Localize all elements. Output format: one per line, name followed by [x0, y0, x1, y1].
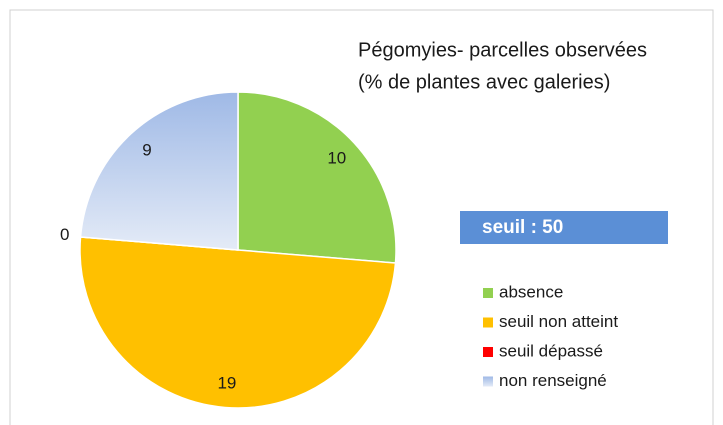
- pie-slice: [237, 91, 397, 264]
- legend-label: seuil non atteint: [499, 312, 618, 331]
- data-label: 10: [327, 149, 346, 168]
- chart-title: Pégomyies- parcelles observées: [358, 39, 647, 61]
- data-label: 0: [60, 225, 69, 244]
- data-label: 19: [217, 373, 236, 392]
- legend-swatch: [483, 317, 493, 328]
- legend-swatch: [483, 376, 493, 387]
- threshold-box: [460, 211, 668, 244]
- legend-swatch: [483, 288, 493, 298]
- legend-swatch: [483, 347, 493, 357]
- pie-slice: [79, 236, 397, 409]
- legend-label: absence: [499, 282, 563, 301]
- legend-label: seuil dépassé: [499, 341, 603, 360]
- legend-label: non renseigné: [499, 371, 607, 390]
- frame: [9, 9, 714, 425]
- chart-subtitle: (% de plantes avec galeries): [358, 71, 610, 93]
- threshold-label: seuil : 50: [482, 217, 563, 238]
- pie-slice: [79, 91, 239, 251]
- data-label: 9: [142, 141, 151, 160]
